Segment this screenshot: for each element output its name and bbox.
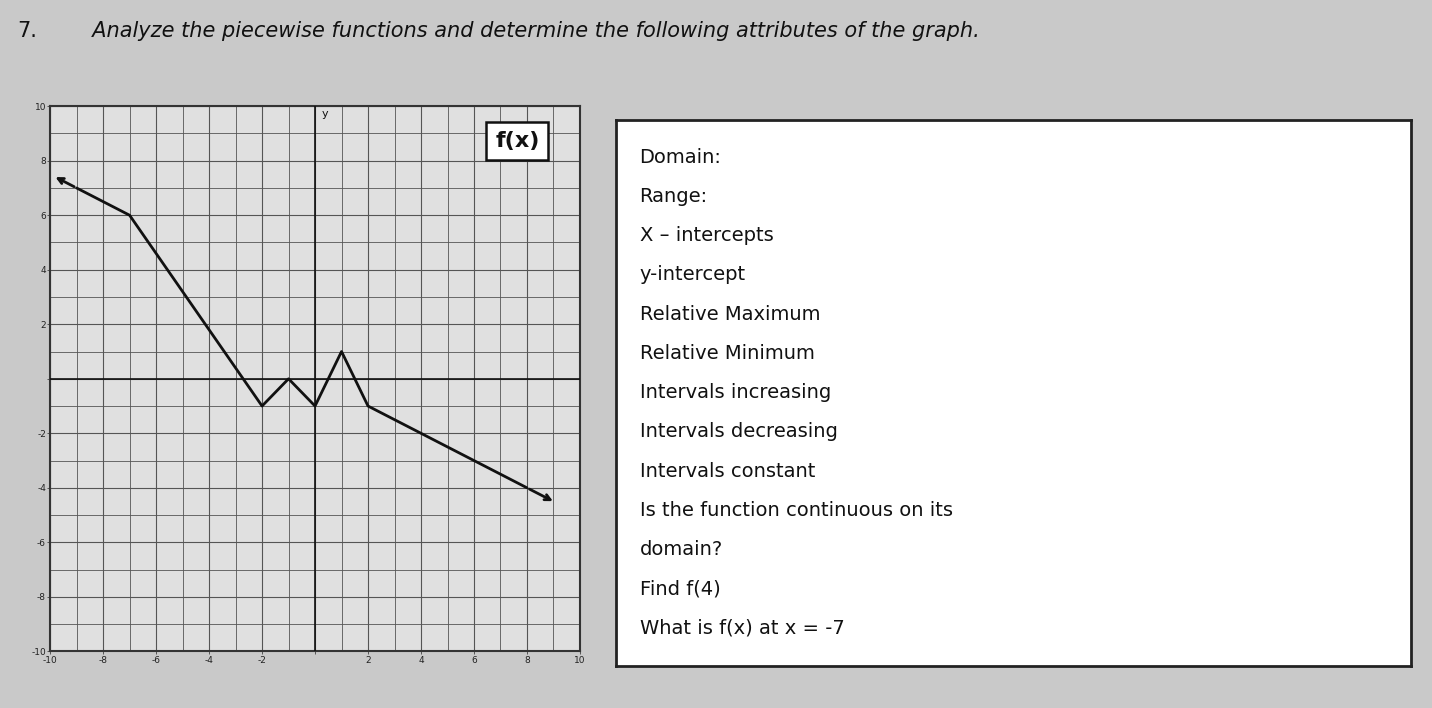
Text: Is the function continuous on its: Is the function continuous on its [640,501,952,520]
Text: Domain:: Domain: [640,147,722,166]
Text: Intervals decreasing: Intervals decreasing [640,423,838,441]
Text: Find f(4): Find f(4) [640,579,720,598]
Text: Relative Minimum: Relative Minimum [640,344,815,363]
Text: Range:: Range: [640,187,707,206]
Text: Analyze the piecewise functions and determine the following attributes of the gr: Analyze the piecewise functions and dete… [79,21,979,41]
Text: y-intercept: y-intercept [640,266,746,285]
Text: domain?: domain? [640,540,723,559]
Text: What is f(x) at x = -7: What is f(x) at x = -7 [640,619,845,638]
Text: Intervals increasing: Intervals increasing [640,383,831,402]
Text: X – intercepts: X – intercepts [640,226,773,245]
Text: y: y [322,109,328,119]
Text: Intervals constant: Intervals constant [640,462,815,481]
Text: f(x): f(x) [495,131,540,151]
Text: Relative Maximum: Relative Maximum [640,304,821,324]
Text: 7.: 7. [17,21,37,41]
